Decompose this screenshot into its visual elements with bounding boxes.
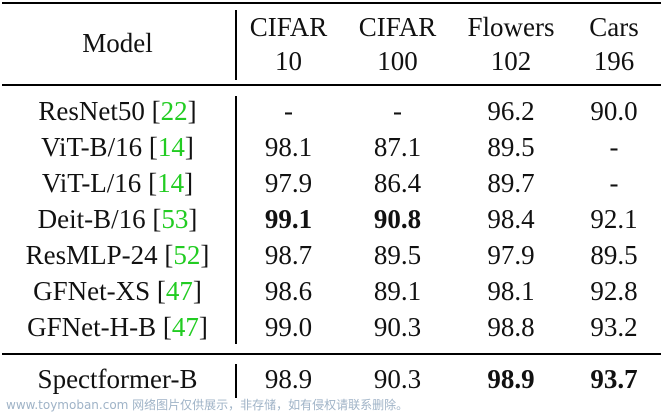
- model-label: GFNet-XS: [33, 276, 157, 306]
- citation-link[interactable]: 14: [157, 168, 185, 198]
- citation-link[interactable]: 22: [160, 96, 188, 126]
- model-name: ViT-L/16 [14]: [0, 168, 235, 198]
- cell-value: 89.7: [487, 168, 535, 198]
- citation: [14]: [148, 168, 194, 198]
- header-model: Model: [82, 28, 153, 58]
- cell-value: 89.5: [590, 240, 638, 270]
- cell-value: 90.0: [590, 96, 638, 126]
- cell-value: 98.1: [264, 132, 313, 162]
- model-name: Spectformer-B: [37, 364, 198, 394]
- citation-link[interactable]: 14: [157, 132, 185, 162]
- model-name: GFNet-H-B [47]: [0, 312, 235, 342]
- model-name: ViT-B/16 [14]: [0, 132, 235, 162]
- top-rule: [2, 2, 661, 4]
- header-cifar100-line1: CIFAR: [358, 12, 437, 42]
- cell-value: 98.4: [487, 204, 535, 234]
- citation-link[interactable]: 47: [165, 276, 193, 306]
- cell-value: 90.3: [373, 364, 422, 394]
- header-cars-line2: 196: [593, 46, 635, 76]
- model-label: ViT-L/16: [41, 168, 149, 198]
- citation: [47]: [162, 312, 208, 342]
- citation: [14]: [148, 132, 194, 162]
- body-divider: [235, 96, 237, 344]
- cell-value: 89.5: [373, 240, 422, 270]
- citation-link[interactable]: 52: [173, 240, 201, 270]
- cell-value: 99.0: [264, 312, 313, 342]
- cell-value: 92.8: [590, 276, 638, 306]
- cell-value: -: [609, 168, 619, 198]
- cell-value: 98.8: [487, 312, 535, 342]
- cell-value: 89.1: [373, 276, 422, 306]
- cell-value: 96.2: [487, 96, 535, 126]
- cell-value-best: 93.7: [590, 364, 638, 394]
- cell-value: 89.5: [487, 132, 535, 162]
- header-rule: [2, 84, 661, 86]
- cell-value: 90.3: [373, 312, 422, 342]
- header-cifar10-line2: 10: [275, 46, 302, 76]
- citation: [22]: [151, 96, 197, 126]
- model-name: GFNet-XS [47]: [0, 276, 235, 306]
- header-flowers-line2: 102: [490, 46, 532, 76]
- separator-rule: [2, 353, 661, 355]
- cell-value: 87.1: [373, 132, 422, 162]
- cell-value: -: [284, 96, 293, 126]
- citation-link[interactable]: 47: [171, 312, 199, 342]
- model-label: ViT-B/16: [41, 132, 149, 162]
- cell-value: 98.1: [487, 276, 535, 306]
- cell-value: 97.9: [264, 168, 313, 198]
- model-name: ResNet50 [22]: [0, 96, 235, 126]
- watermark-text: www.toymoban.com 网络图片仅供展示，非存储，如有侵权请联系删除。: [6, 398, 409, 412]
- model-label: ResMLP-24: [25, 240, 165, 270]
- model-label: Deit-B/16: [37, 204, 153, 234]
- cell-value: 98.6: [264, 276, 313, 306]
- model-name: ResMLP-24 [52]: [0, 240, 235, 270]
- cell-value: -: [393, 96, 402, 126]
- header-cifar10-line1: CIFAR: [249, 12, 328, 42]
- cell-value-best: 99.1: [264, 204, 313, 234]
- citation: [53]: [152, 204, 198, 234]
- header-divider: [235, 10, 237, 80]
- cell-value: 98.7: [264, 240, 313, 270]
- header-cifar100-line2: 100: [377, 46, 418, 76]
- final-divider: [235, 364, 237, 398]
- citation: [52]: [164, 240, 210, 270]
- cell-value: 98.9: [264, 364, 313, 394]
- cell-value: 97.9: [487, 240, 535, 270]
- cell-value: 92.1: [590, 204, 638, 234]
- cell-value-best: 90.8: [373, 204, 422, 234]
- header-cars-line1: Cars: [589, 12, 639, 42]
- cell-value-best: 98.9: [487, 364, 535, 394]
- citation: [47]: [156, 276, 202, 306]
- model-label: ResNet50: [38, 96, 152, 126]
- model-label: GFNet-H-B: [27, 312, 163, 342]
- cell-value: 93.2: [590, 312, 638, 342]
- cell-value: -: [609, 132, 619, 162]
- citation-link[interactable]: 53: [161, 204, 189, 234]
- cell-value: 86.4: [373, 168, 422, 198]
- model-name: Deit-B/16 [53]: [0, 204, 235, 234]
- header-flowers-line1: Flowers: [467, 12, 555, 42]
